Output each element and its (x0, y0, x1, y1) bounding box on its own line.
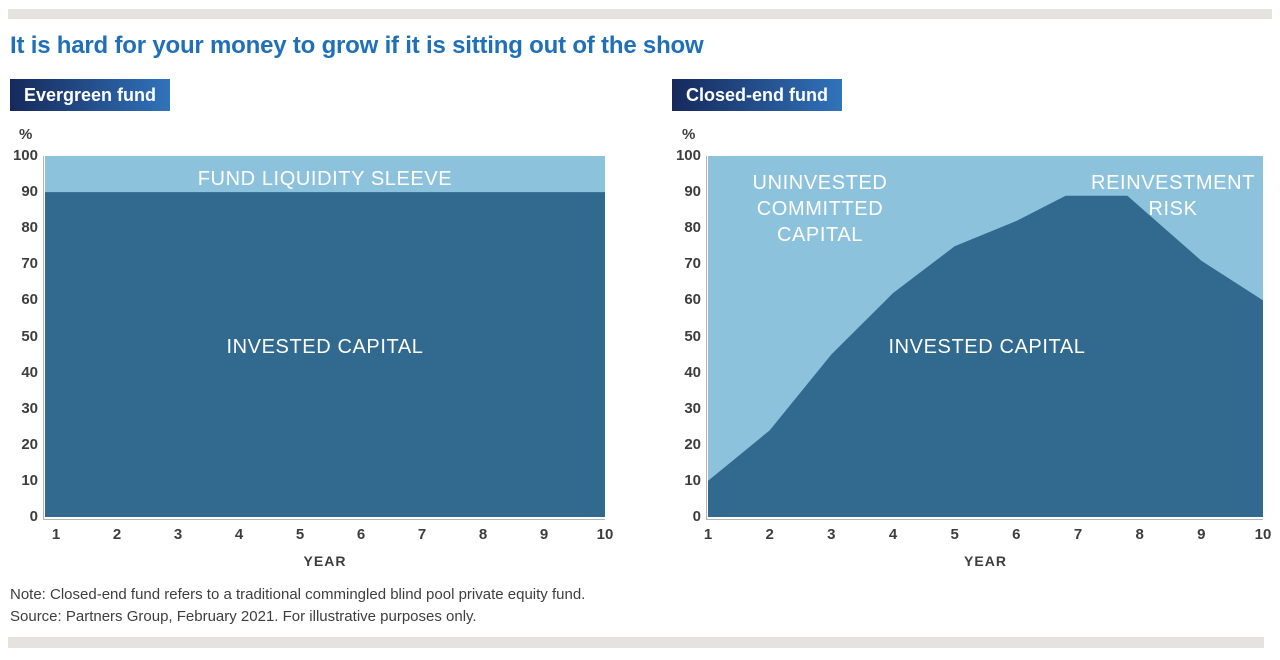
y-axis-tick-label: 100 (675, 147, 701, 164)
y-axis-tick-label: 60 (684, 291, 701, 309)
top-divider-bar (8, 9, 1272, 19)
y-axis-tick-label: 40 (684, 363, 701, 381)
x-axis-title: YEAR (303, 553, 347, 569)
y-axis-tick-label: 0 (692, 508, 701, 525)
x-axis-tick-label: 2 (765, 526, 774, 543)
x-axis-tick-labels: 1 2 3 4 5 6 7 8 9 10 (704, 526, 1272, 544)
y-axis-unit-label: % (682, 126, 696, 143)
closed-end-fund-badge: Closed-end fund (672, 79, 842, 111)
closed-end-area-chart-svg (708, 156, 1263, 517)
x-axis-tick-label: 3 (173, 526, 183, 543)
y-axis-tick-label: 10 (21, 471, 38, 489)
x-axis-tick-label: 6 (1012, 526, 1021, 543)
x-axis-tick-label: 3 (827, 526, 836, 543)
evergreen-fund-chart: % 0 10 20 30 40 50 60 70 80 90 100 1 2 3 4 5 6 7 8 9 10 YEA… (13, 126, 613, 569)
invested-capital-area (708, 195, 1263, 517)
invested-capital-label: INVESTED CAPITAL (888, 336, 1086, 358)
footnotes: Note: Closed-end fund refers to a tradit… (10, 584, 585, 628)
uninvested-committed-capital-label: UNINVESTED COMMITTED CAPITAL (753, 170, 888, 248)
y-axis-line (706, 156, 707, 520)
y-axis-tick-label: 30 (21, 399, 38, 417)
x-axis-tick-label: 4 (234, 526, 244, 543)
y-axis-tick-label: 90 (684, 183, 701, 201)
y-axis-tick-label: 10 (684, 471, 701, 489)
y-axis-tick-labels: 0 10 20 30 40 50 60 70 80 90 100 (0, 147, 38, 525)
x-axis-line (43, 519, 605, 520)
y-axis-tick-label: 80 (21, 219, 38, 237)
x-axis-line (706, 519, 1263, 520)
page-title: It is hard for your money to grow if it … (10, 32, 704, 59)
x-axis-title: YEAR (964, 553, 1007, 569)
x-axis-tick-label: 1 (51, 526, 61, 543)
x-axis-tick-labels: 1 2 3 4 5 6 7 8 9 10 (52, 526, 614, 544)
x-axis-tick-label: 8 (1135, 526, 1144, 543)
y-axis-tick-label: 90 (21, 183, 38, 201)
label-line: REINVESTMENT (1091, 172, 1255, 194)
source-line: Source: Partners Group, February 2021. F… (10, 608, 477, 625)
reinvestment-risk-label: REINVESTMENT RISK (1091, 170, 1255, 222)
note-line: Note: Closed-end fund refers to a tradit… (10, 586, 586, 603)
y-axis-tick-labels: 0 10 20 30 40 50 60 70 80 90 100 (663, 147, 701, 525)
x-axis-tick-label: 7 (1073, 526, 1083, 543)
y-axis-tick-label: 0 (29, 508, 38, 525)
y-axis-tick-label: 50 (21, 327, 38, 345)
y-axis-tick-label: 40 (21, 363, 38, 381)
invested-capital-label: INVESTED CAPITAL (226, 336, 424, 358)
y-axis-tick-label: 70 (21, 255, 38, 273)
y-axis-tick-label: 20 (21, 435, 38, 453)
y-axis-line (43, 156, 44, 520)
evergreen-fund-badge: Evergreen fund (10, 79, 171, 111)
y-axis-tick-label: 20 (684, 435, 701, 453)
y-axis-tick-label: 60 (21, 291, 38, 309)
x-axis-tick-label: 5 (295, 526, 305, 543)
y-axis-tick-label: 50 (684, 327, 701, 345)
label-line: COMMITTED (756, 198, 884, 220)
x-axis-tick-label: 9 (1197, 526, 1206, 543)
x-axis-tick-label: 7 (417, 526, 427, 543)
y-axis-tick-label: 30 (684, 399, 701, 417)
y-axis-unit-label: % (19, 126, 33, 143)
x-axis-tick-label: 10 (1254, 526, 1272, 543)
x-axis-tick-label: 4 (888, 526, 898, 543)
x-axis-tick-label: 8 (478, 526, 488, 543)
label-line: CAPITAL (776, 224, 864, 246)
label-line: UNINVESTED (752, 172, 888, 194)
label-line: RISK (1148, 198, 1198, 220)
x-axis-tick-label: 10 (596, 526, 614, 543)
y-axis-tick-label: 100 (12, 147, 38, 164)
y-axis-tick-label: 70 (684, 255, 701, 273)
evergreen-area-chart-svg (45, 156, 605, 517)
invested-capital-area (45, 192, 605, 517)
x-axis-tick-label: 6 (356, 526, 366, 543)
x-axis-tick-label: 1 (703, 526, 713, 543)
x-axis-tick-label: 5 (950, 526, 959, 543)
closed-end-fund-chart: % 0 10 20 30 40 50 60 70 80 90 100 1 2 3 4 5 6 7 8 9 10 YEA… (676, 126, 1271, 569)
bottom-divider-bar (8, 637, 1264, 648)
fund-liquidity-sleeve-label: FUND LIQUIDITY SLEEVE (197, 168, 453, 190)
x-axis-tick-label: 9 (539, 526, 549, 543)
x-axis-tick-label: 2 (112, 526, 122, 543)
y-axis-tick-label: 80 (684, 219, 701, 237)
